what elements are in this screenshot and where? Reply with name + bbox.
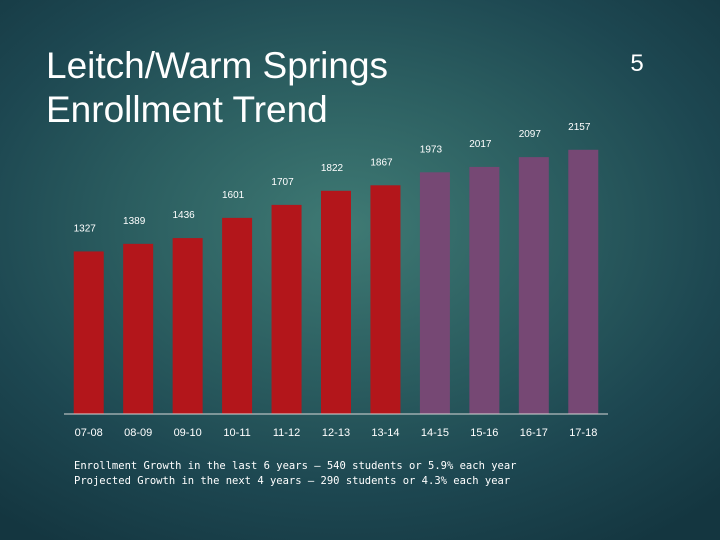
growth-notes: Enrollment Growth in the last 6 years – …: [74, 459, 634, 489]
x-tick-label-07-08: 07-08: [75, 427, 103, 439]
bar-08-09: [123, 243, 154, 414]
x-tick-label-11-12: 11-12: [273, 427, 300, 439]
growth-note-past: Enrollment Growth in the last 6 years – …: [74, 460, 517, 472]
data-label-14-15: 1973: [420, 144, 443, 155]
data-label-07-08: 1327: [74, 223, 97, 234]
growth-note-projected: Projected Growth in the next 4 years – 2…: [74, 475, 511, 487]
data-label-15-16: 2017: [469, 139, 492, 150]
slide-number: 5: [630, 50, 644, 77]
bar-11-12: [271, 204, 302, 414]
x-tick-label-13-14: 13-14: [371, 427, 399, 439]
data-label-09-10: 1436: [173, 210, 196, 221]
data-label-12-13: 1822: [321, 163, 344, 174]
data-label-11-12: 1707: [271, 177, 294, 188]
data-label-13-14: 1867: [370, 157, 393, 168]
x-tick-label-10-11: 10-11: [223, 427, 250, 439]
x-tick-label-12-13: 12-13: [322, 427, 350, 439]
title-line-1: Leitch/Warm Springs: [46, 45, 389, 86]
bar-15-16: [469, 166, 500, 414]
page-title: Leitch/Warm Springs Enrollment Trend: [46, 44, 526, 132]
x-tick-label-16-17: 16-17: [520, 427, 548, 439]
bar-13-14: [370, 185, 401, 414]
x-tick-label-15-16: 15-16: [470, 427, 498, 439]
bar-10-11: [222, 217, 253, 414]
x-tick-label-14-15: 14-15: [421, 427, 449, 439]
bar-07-08: [73, 251, 104, 414]
bar-14-15: [419, 172, 450, 414]
title-line-2: Enrollment Trend: [46, 89, 328, 130]
x-tick-label-09-10: 09-10: [174, 427, 202, 439]
data-label-17-18: 2157: [568, 122, 591, 133]
data-label-10-11: 1601: [222, 190, 245, 201]
bar-09-10: [172, 238, 203, 414]
bar-17-18: [568, 149, 599, 414]
x-tick-label-08-09: 08-09: [124, 427, 152, 439]
bar-12-13: [321, 190, 351, 414]
data-label-16-17: 2097: [519, 129, 542, 140]
x-tick-label-17-18: 17-18: [569, 427, 597, 439]
data-label-08-09: 1389: [123, 216, 146, 227]
bar-16-17: [518, 157, 549, 414]
